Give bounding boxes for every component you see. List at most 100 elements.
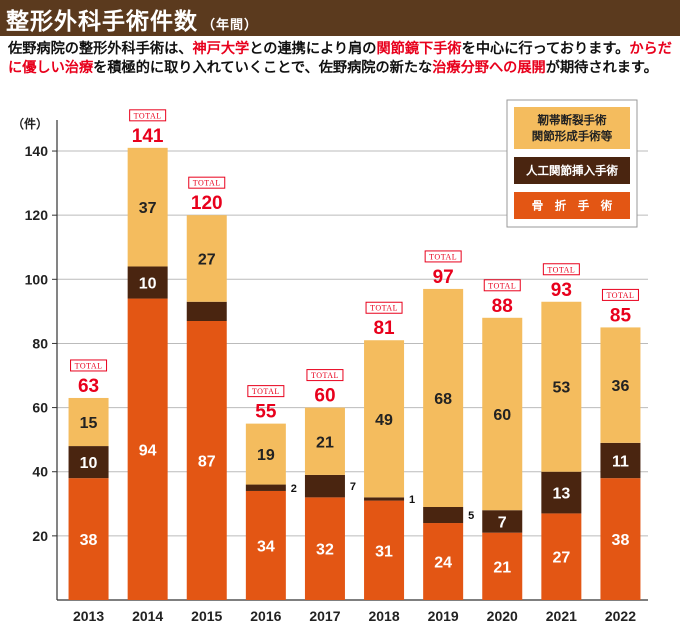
data-label-ligament: 27 — [198, 251, 216, 268]
x-tick-label: 2022 — [605, 608, 636, 624]
data-label-fracture: 38 — [80, 532, 98, 549]
total-value: 88 — [492, 296, 513, 317]
data-label-joint: 1 — [409, 494, 415, 506]
y-tick-label: 60 — [32, 400, 48, 416]
total-value: 85 — [610, 305, 632, 326]
data-label-ligament: 37 — [139, 200, 157, 217]
bar-ligament — [364, 340, 405, 498]
data-label-joint: 7 — [350, 481, 356, 493]
bar-joint — [186, 301, 227, 321]
y-axis-label: （件） — [12, 116, 48, 131]
total-badge — [129, 109, 167, 122]
intro-paragraph: 佐野病院の整形外科手術は、神戸大学との連携により肩の関節鏡下手術を中心に行ってお… — [8, 40, 676, 78]
total-badge — [188, 176, 226, 189]
y-tick-label: 80 — [32, 335, 48, 351]
legend-label-fracture: 骨 折 手 術 — [532, 199, 613, 213]
total-badge — [483, 279, 521, 292]
intro-highlight: 治療分野への展開 — [432, 60, 546, 76]
bar-fracture — [68, 478, 109, 600]
bar-ligament — [245, 423, 286, 485]
x-tick-label: 2014 — [132, 608, 163, 624]
page-title: 整形外科手術件数 （年間） — [6, 2, 258, 36]
data-label-joint: 10 — [139, 276, 157, 293]
total-badge — [70, 359, 108, 372]
intro-text: を中心に行っております。 — [461, 41, 630, 57]
bar-ligament — [541, 301, 582, 472]
bar-ligament — [482, 317, 523, 511]
data-label-joint: 10 — [80, 455, 98, 472]
total-badge — [542, 263, 580, 276]
data-label-fracture: 27 — [552, 550, 570, 567]
data-label-fracture: 31 — [375, 543, 393, 560]
bar-joint — [482, 510, 523, 533]
bar-fracture — [600, 478, 641, 600]
intro-highlight: 関節鏡下手術 — [376, 41, 462, 57]
bar-joint — [423, 507, 464, 524]
total-badge — [424, 250, 462, 263]
data-label-joint: 5 — [468, 510, 474, 522]
data-label-fracture: 94 — [139, 442, 157, 459]
intro-text: が期待されます。 — [545, 60, 658, 76]
data-label-fracture: 32 — [316, 542, 334, 559]
data-label-ligament: 15 — [80, 415, 98, 432]
total-value: 60 — [314, 386, 335, 407]
data-label-ligament: 36 — [612, 378, 630, 395]
legend-label-joint: 人工関節挿入手術 — [526, 164, 618, 178]
total-badge-label: TOTAL — [370, 304, 398, 313]
x-tick-label: 2016 — [250, 608, 281, 624]
data-label-ligament: 53 — [552, 380, 570, 397]
x-tick-label: 2017 — [309, 608, 340, 624]
bar-ligament — [304, 407, 345, 475]
total-badge-label: TOTAL — [75, 361, 103, 370]
y-tick-label: 40 — [32, 464, 48, 480]
bar-fracture — [127, 298, 168, 600]
y-tick-label: 140 — [25, 143, 49, 159]
x-tick-label: 2019 — [428, 608, 459, 624]
data-label-ligament: 19 — [257, 447, 275, 464]
data-label-ligament: 60 — [493, 407, 511, 424]
bar-joint — [68, 446, 109, 479]
y-tick-label: 120 — [25, 207, 49, 223]
data-label-ligament: 21 — [316, 434, 334, 451]
bar-joint — [364, 497, 405, 501]
y-tick-label: 100 — [25, 271, 49, 287]
intro-text: を積極的に取り入れていくことで、佐野病院の新たな — [93, 60, 433, 76]
bar-fracture — [245, 490, 286, 600]
x-tick-label: 2018 — [368, 608, 399, 624]
bar-ligament — [600, 327, 641, 443]
bar-fracture — [482, 532, 523, 600]
total-value: 93 — [551, 280, 572, 301]
bar-ligament — [423, 288, 464, 507]
bar-ligament — [68, 397, 109, 447]
page-title-unit: （年間） — [202, 18, 259, 33]
bar-fracture — [541, 513, 582, 600]
title-bar: 整形外科手術件数 （年間） — [0, 0, 680, 36]
total-badge — [365, 301, 403, 314]
bar-joint — [127, 266, 168, 299]
bar-ligament — [127, 147, 168, 267]
total-badge-label: TOTAL — [429, 252, 457, 261]
data-label-fracture: 24 — [434, 555, 452, 572]
legend-swatch-joint — [514, 157, 630, 184]
total-value: 55 — [255, 402, 277, 423]
x-tick-label: 2020 — [487, 608, 518, 624]
bar-ligament — [186, 215, 227, 302]
total-value: 141 — [132, 126, 164, 147]
data-label-joint: 11 — [612, 454, 629, 471]
total-badge — [247, 385, 285, 398]
total-value: 63 — [78, 376, 99, 397]
intro-text: 佐野病院の整形外科手術は、 — [8, 41, 193, 57]
x-tick-label: 2013 — [73, 608, 104, 624]
legend-swatch-fracture — [514, 192, 630, 219]
bar-joint — [304, 474, 345, 498]
bar-fracture — [304, 497, 345, 600]
legend-swatch-ligament — [514, 107, 630, 149]
total-value: 81 — [373, 318, 395, 339]
total-badge — [306, 369, 344, 382]
bar-joint — [600, 442, 641, 479]
data-label-fracture: 34 — [257, 538, 275, 555]
intro-highlight: からだに優しい治療 — [8, 41, 672, 76]
data-label-fracture: 87 — [198, 454, 216, 471]
intro-highlight: 神戸大学 — [192, 41, 250, 57]
